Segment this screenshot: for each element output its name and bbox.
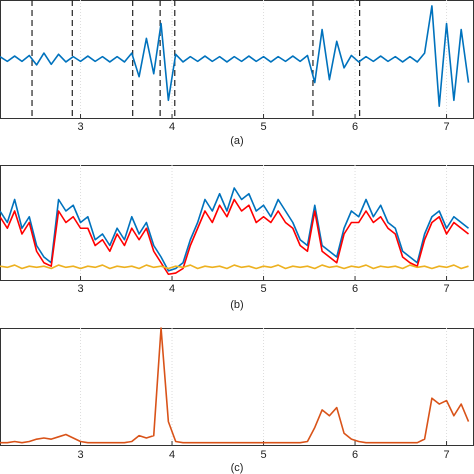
x-tick-label: 7 — [443, 449, 449, 461]
plot-area — [0, 328, 474, 446]
plot-area — [0, 0, 474, 119]
x-tick-label: 7 — [443, 283, 449, 295]
x-tick-label: 4 — [169, 121, 175, 133]
x-tick-label: 6 — [352, 449, 358, 461]
panel-caption: (a) — [230, 135, 243, 147]
x-tick-label: 5 — [260, 449, 266, 461]
x-tick-label: 3 — [77, 449, 83, 461]
x-tick-label: 5 — [260, 121, 266, 133]
signal-line — [0, 198, 470, 276]
panel-caption: (b) — [230, 299, 243, 311]
x-tick-label: 3 — [77, 283, 83, 295]
x-tick-label: 4 — [169, 283, 175, 295]
x-tick-label: 3 — [77, 121, 83, 133]
signal-line — [0, 327, 470, 444]
x-tick-label: 5 — [260, 283, 266, 295]
panel-caption: (c) — [231, 462, 244, 474]
x-tick-label: 6 — [352, 283, 358, 295]
x-tick-label: 6 — [352, 121, 358, 133]
x-tick-label: 7 — [443, 121, 449, 133]
signal-line — [0, 264, 469, 270]
signal-line — [0, 187, 470, 272]
x-tick-label: 4 — [169, 449, 175, 461]
signal-line — [0, 5, 470, 107]
plot-area — [0, 165, 474, 281]
